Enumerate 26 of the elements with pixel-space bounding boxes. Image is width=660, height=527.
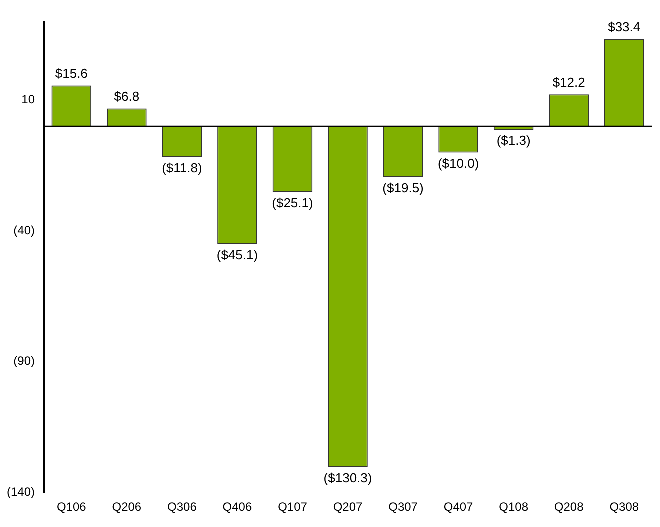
x-tick-label: Q407 (444, 500, 474, 514)
y-tick-label: 10 (22, 92, 36, 107)
data-label: ($130.3) (324, 470, 372, 486)
data-label: ($10.0) (438, 156, 480, 171)
data-label: ($45.1) (216, 248, 258, 263)
x-tick-label: Q206 (112, 500, 142, 514)
data-label: $6.8 (114, 88, 140, 104)
y-tick-label: (140) (7, 484, 36, 499)
x-tick-label: Q207 (333, 500, 364, 514)
x-tick-label: Q106 (56, 500, 87, 514)
x-tick-label: Q208 (554, 500, 584, 514)
x-tick-label: Q406 (222, 500, 252, 514)
x-tick-label: Q108 (499, 500, 529, 514)
y-tick-label: (40) (14, 223, 36, 238)
data-label: ($25.1) (272, 195, 314, 210)
x-tick-label: Q107 (278, 500, 308, 514)
data-label: $33.4 (608, 19, 641, 34)
x-tick-label: Q308 (610, 500, 640, 514)
data-label: ($11.8) (162, 160, 202, 176)
x-tick-label: Q307 (388, 500, 418, 514)
data-label: ($19.5) (382, 180, 424, 196)
x-tick-label: Q306 (168, 500, 198, 514)
data-label: $12.2 (552, 74, 586, 90)
y-tick-label: (90) (14, 354, 36, 368)
data-label: $15.6 (55, 66, 88, 81)
data-label: ($1.3) (496, 133, 531, 148)
